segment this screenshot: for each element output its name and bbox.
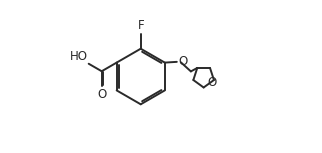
Text: O: O: [207, 76, 217, 89]
Text: HO: HO: [70, 50, 88, 63]
Text: O: O: [97, 88, 106, 101]
Text: F: F: [137, 19, 144, 32]
Text: O: O: [178, 55, 187, 68]
